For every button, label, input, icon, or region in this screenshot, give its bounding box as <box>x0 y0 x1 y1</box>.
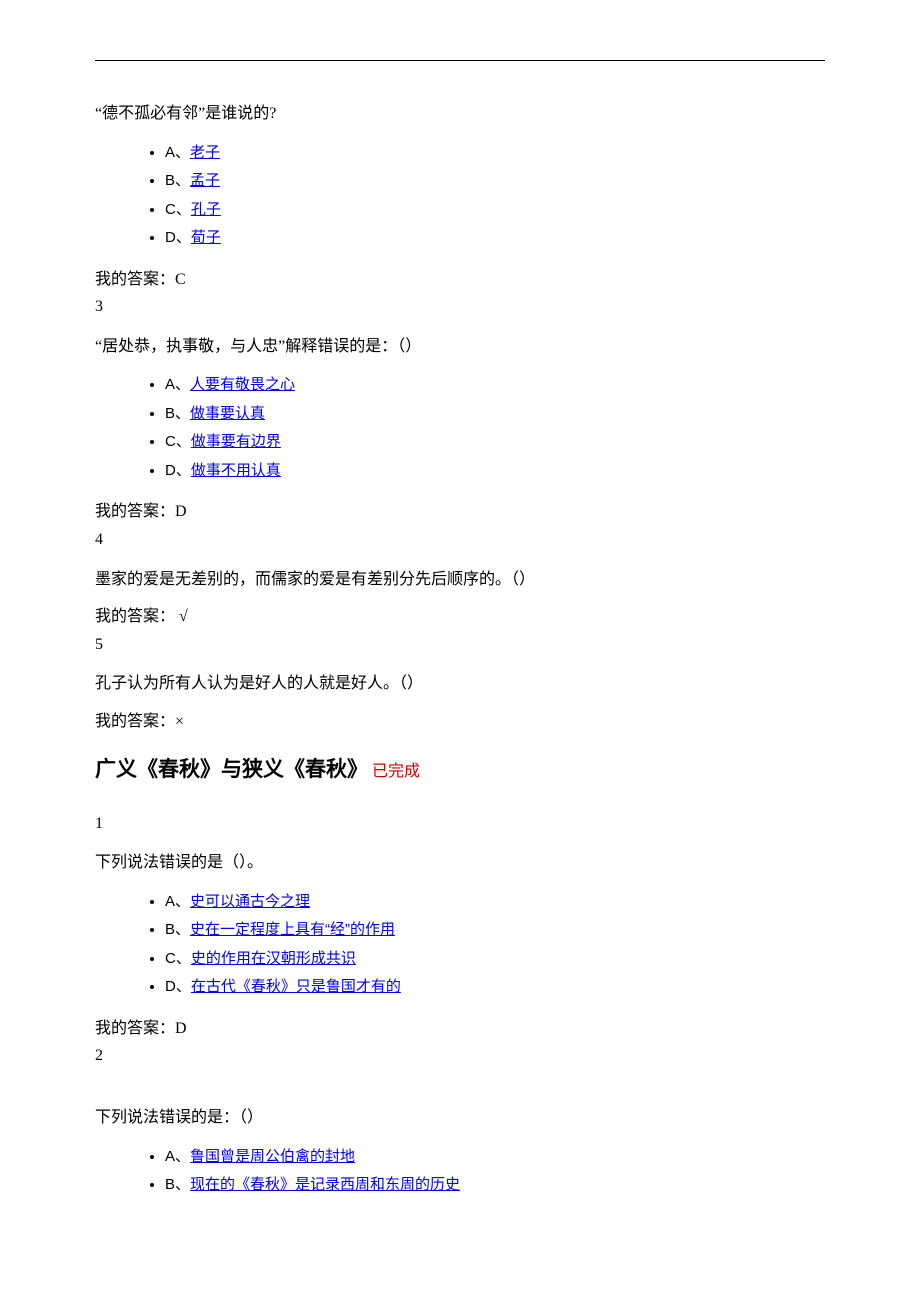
option-link[interactable]: 鲁国曾是周公伯禽的封地 <box>190 1148 355 1165</box>
option-item: A、老子 <box>165 139 825 168</box>
option-letter: A、 <box>165 1148 190 1165</box>
option-item: A、鲁国曾是周公伯禽的封地 <box>165 1143 825 1172</box>
option-item: B、史在一定程度上具有“经”的作用 <box>165 916 825 945</box>
option-letter: A、 <box>165 376 190 393</box>
option-item: B、现在的《春秋》是记录西周和东周的历史 <box>165 1171 825 1200</box>
option-letter: D、 <box>165 978 191 995</box>
option-link[interactable]: 做事要有边界 <box>191 433 281 450</box>
option-link[interactable]: 史的作用在汉朝形成共识 <box>191 950 356 967</box>
question-number: 5 <box>95 632 825 658</box>
option-item: A、史可以通古今之理 <box>165 888 825 917</box>
option-letter: B、 <box>165 921 190 938</box>
question-text: “德不孤必有邻”是谁说的? <box>95 101 825 127</box>
section-title-text: 广义《春秋》与狭义《春秋》 <box>95 758 368 781</box>
option-link[interactable]: 做事不用认真 <box>191 462 281 479</box>
section-status: 已完成 <box>372 763 420 780</box>
question-text: 下列说法错误的是：（） <box>95 1105 825 1131</box>
option-item: D、荀子 <box>165 224 825 253</box>
question-text: “居处恭，执事敬，与人忠”解释错误的是：（） <box>95 334 825 360</box>
option-link[interactable]: 在古代《春秋》只是鲁国才有的 <box>191 978 401 995</box>
option-letter: C、 <box>165 433 191 450</box>
option-link[interactable]: 史可以通古今之理 <box>190 893 310 910</box>
option-item: B、做事要认真 <box>165 400 825 429</box>
option-link[interactable]: 孟子 <box>190 172 220 189</box>
option-link[interactable]: 孔子 <box>191 201 221 218</box>
option-item: B、孟子 <box>165 167 825 196</box>
question-number: 3 <box>95 294 825 320</box>
my-answer: 我的答案：× <box>95 709 825 735</box>
question-text: 孔子认为所有人认为是好人的人就是好人。（） <box>95 671 825 697</box>
option-letter: A、 <box>165 893 190 910</box>
option-letter: B、 <box>165 172 190 189</box>
option-letter: C、 <box>165 950 191 967</box>
option-item: C、孔子 <box>165 196 825 225</box>
option-link[interactable]: 荀子 <box>191 229 221 246</box>
option-link[interactable]: 人要有敬畏之心 <box>190 376 295 393</box>
option-link[interactable]: 做事要认真 <box>190 405 265 422</box>
my-answer: 我的答案：C <box>95 267 825 293</box>
option-link[interactable]: 史在一定程度上具有“经”的作用 <box>190 921 395 938</box>
option-letter: D、 <box>165 462 191 479</box>
option-item: D、在古代《春秋》只是鲁国才有的 <box>165 973 825 1002</box>
option-list: A、鲁国曾是周公伯禽的封地 B、现在的《春秋》是记录西周和东周的历史 <box>95 1143 825 1200</box>
option-letter: A、 <box>165 144 190 161</box>
option-link[interactable]: 老子 <box>190 144 220 161</box>
my-answer: 我的答案：D <box>95 499 825 525</box>
option-item: C、做事要有边界 <box>165 428 825 457</box>
option-letter: B、 <box>165 405 190 422</box>
question-number: 4 <box>95 527 825 553</box>
option-letter: B、 <box>165 1176 190 1193</box>
option-item: D、做事不用认真 <box>165 457 825 486</box>
option-list: A、人要有敬畏之心 B、做事要认真 C、做事要有边界 D、做事不用认真 <box>95 371 825 485</box>
section-heading: 广义《春秋》与狭义《春秋》已完成 <box>95 753 825 783</box>
option-letter: D、 <box>165 229 191 246</box>
option-item: A、人要有敬畏之心 <box>165 371 825 400</box>
top-rule <box>95 60 825 61</box>
option-letter: C、 <box>165 201 191 218</box>
option-link[interactable]: 现在的《春秋》是记录西周和东周的历史 <box>190 1176 460 1193</box>
option-item: C、史的作用在汉朝形成共识 <box>165 945 825 974</box>
question-number: 2 <box>95 1043 825 1069</box>
option-list: A、老子 B、孟子 C、孔子 D、荀子 <box>95 139 825 253</box>
question-number: 1 <box>95 811 825 837</box>
option-list: A、史可以通古今之理 B、史在一定程度上具有“经”的作用 C、史的作用在汉朝形成… <box>95 888 825 1002</box>
question-text: 下列说法错误的是（）。 <box>95 850 825 876</box>
question-text: 墨家的爱是无差别的，而儒家的爱是有差别分先后顺序的。（） <box>95 567 825 593</box>
my-answer: 我的答案：D <box>95 1016 825 1042</box>
my-answer: 我的答案： √ <box>95 604 825 630</box>
